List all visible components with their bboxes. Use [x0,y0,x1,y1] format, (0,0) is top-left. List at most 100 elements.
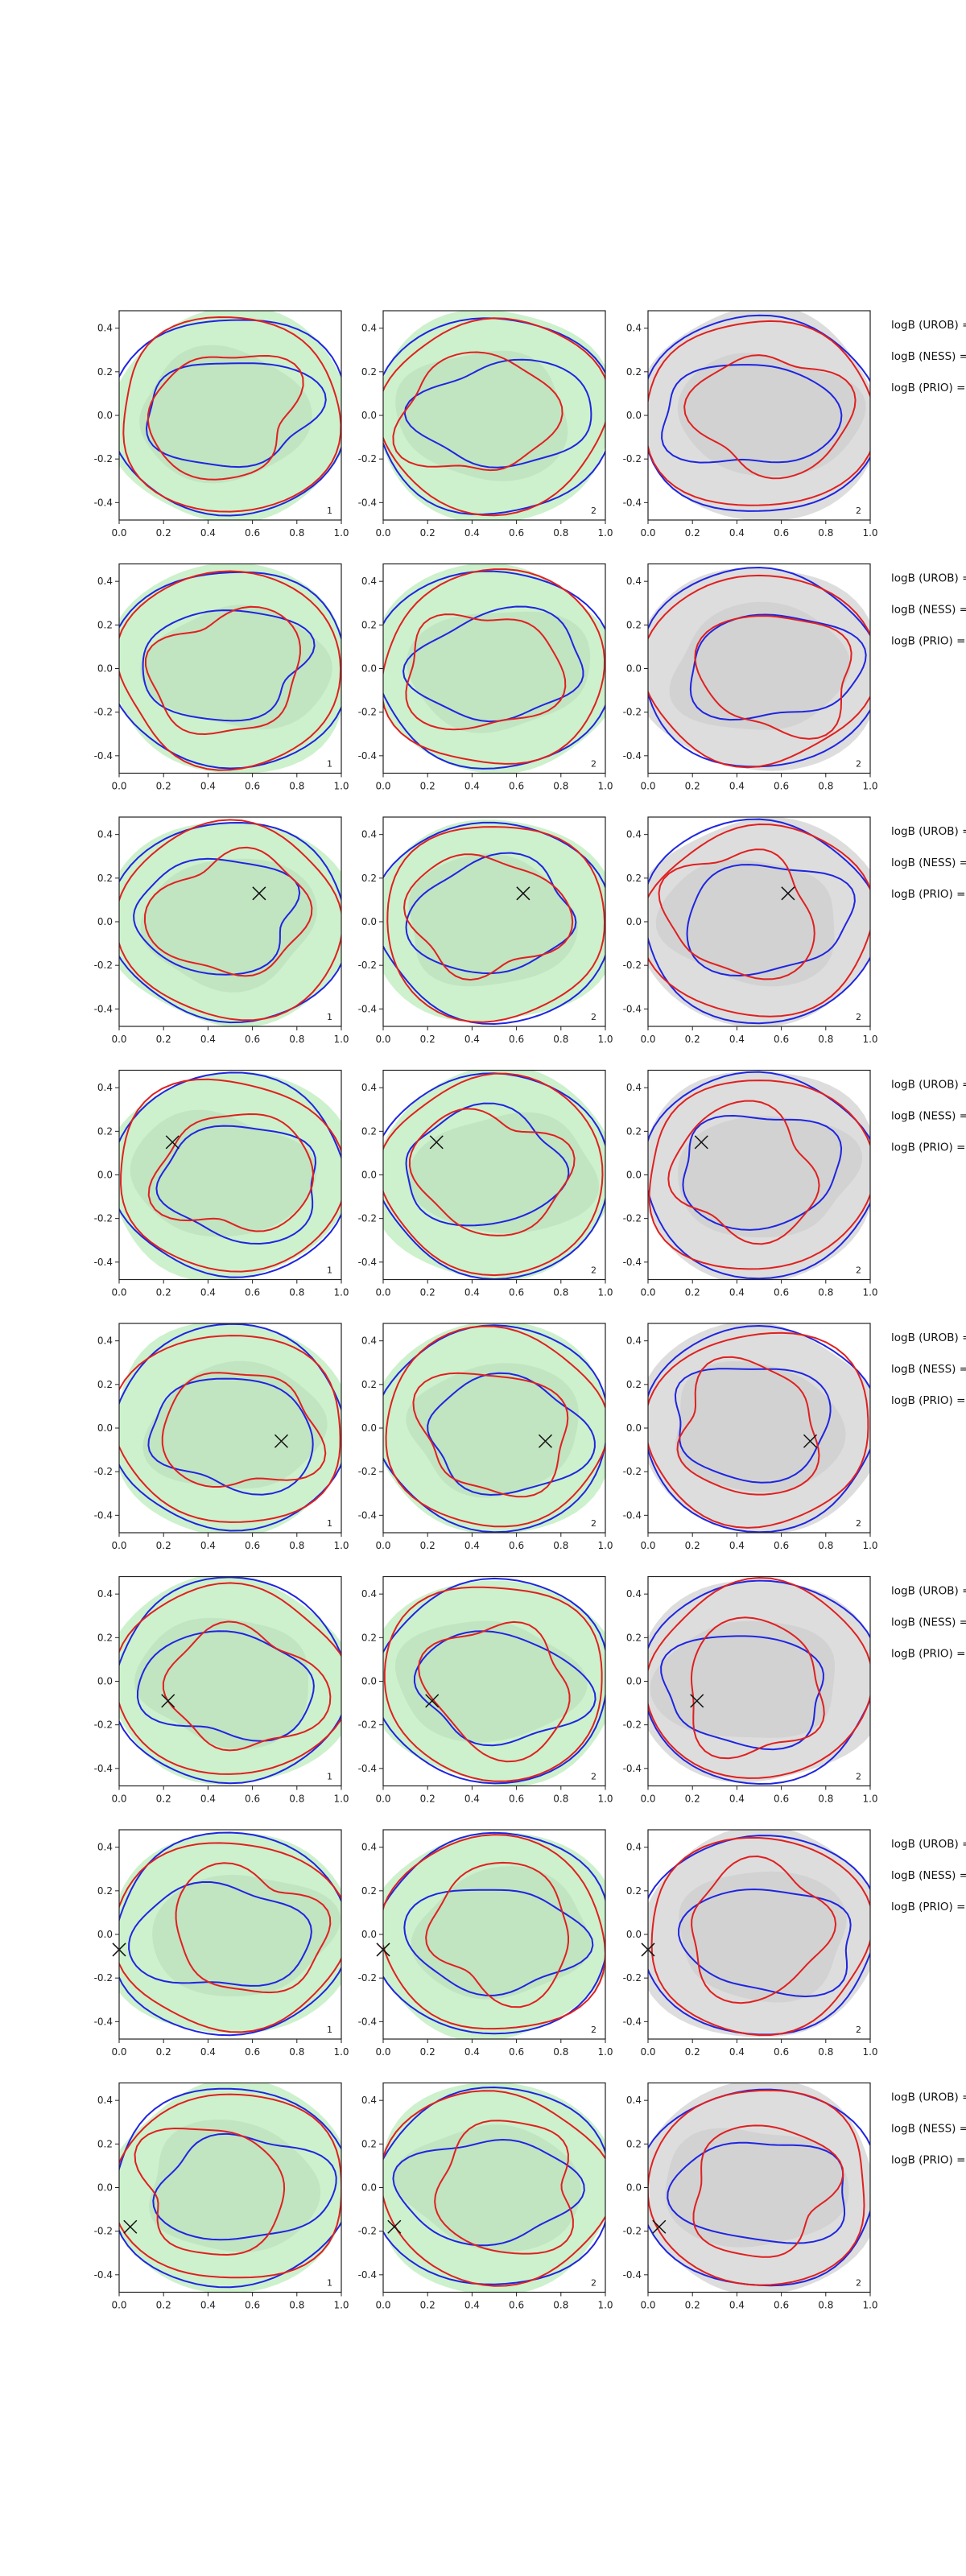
bayes-factor-label: logB (PRIO) = [891,1394,965,1407]
marker-x [274,1434,289,1448]
contour-blue-inner [689,613,867,721]
panel-plot-area [119,1071,341,1280]
panel-r1-c2: 0.0 0.2 0.4 0.6 0.8 1.0 0.4 0.2 0.0 -0.2 -0.4 2 [358,310,613,539]
bayes-factor-label: logB (PRIO) = [891,1141,965,1154]
y-tick-label: 0.0 [97,663,113,675]
y-tick-label: 0.4 [626,1842,642,1853]
y-tick-label: 0.2 [97,873,113,884]
x-tick-label: 1.0 [333,2046,349,2058]
marker-x [123,2219,138,2234]
contour-red-inner [408,1108,576,1236]
contour-red-outer [119,1078,341,1273]
y-tick-label: 0.0 [97,1170,113,1181]
y-tick-label: -0.4 [94,750,113,762]
x-tick-label: 0.8 [553,1794,568,1805]
contour-red-inner [145,605,301,736]
x-tick-label: 0.2 [420,1034,436,1045]
x-tick-label: 0.4 [729,781,745,792]
x-tick-label: 1.0 [597,2300,613,2311]
y-tick-label: 0.2 [97,1632,113,1643]
panel-id: 2 [856,1772,861,1782]
x-tick-label: 0.0 [640,527,655,539]
y-tick-label: 0.4 [626,1588,642,1600]
panel-r5-c3: 0.0 0.2 0.4 0.6 0.8 1.0 0.4 0.2 0.0 -0.2 -0.4 2 [623,1323,878,1551]
y-tick-label: 0.2 [361,2138,377,2149]
x-tick-label: 0.2 [420,2046,436,2058]
x-tick-label: 0.2 [156,1794,171,1805]
contour-red-outer [383,1072,604,1277]
y-tick-label: -0.4 [358,2016,377,2027]
panel-plot-area [119,2083,341,2293]
x-tick-label: 0.6 [509,2300,524,2311]
panel-r6-c2: 0.0 0.2 0.4 0.6 0.8 1.0 0.4 0.2 0.0 -0.2 -0.4 2 [358,1575,613,1805]
x-tick-label: 0.8 [818,1540,833,1551]
panel-id: 2 [591,1772,597,1782]
panel-id: 2 [856,1012,861,1022]
y-tick-label: 0.0 [361,410,377,421]
bayes-factor-label: logB (NESS) = [891,1110,966,1123]
marker-x [387,2219,402,2234]
density-fill-inner [679,1871,847,2003]
panel-r7-c2: 0.0 0.2 0.4 0.6 0.8 1.0 0.4 0.2 0.0 -0.2 -0.4 2 [358,1829,613,2058]
density-fill-inner [142,1360,328,1489]
contour-red-outer [648,574,870,769]
panel-id: 1 [327,2278,332,2289]
x-tick-label: 0.8 [289,1540,304,1551]
x-tick-label: 0.6 [509,1287,524,1298]
panel-plot-area [648,2083,870,2293]
x-tick-label: 0.2 [685,2300,700,2311]
x-tick-label: 0.4 [200,1540,216,1551]
x-tick-label: 0.6 [245,1794,260,1805]
x-tick-label: 0.8 [289,1034,304,1045]
x-tick-label: 0.6 [245,2046,260,2058]
y-tick-label: 0.2 [361,619,377,630]
contour-red-inner [402,853,574,981]
contour-red-outer [383,1834,605,2030]
panel-plot-area [119,1576,341,1785]
bayes-factor-label: logB (UROB) = [891,1079,966,1092]
panel-r6-c3: 0.0 0.2 0.4 0.6 0.8 1.0 0.4 0.2 0.0 -0.2 -0.4 2 [623,1575,878,1805]
panel-id: 2 [591,759,597,770]
x-tick-label: 0.0 [375,1034,390,1045]
x-tick-label: 0.0 [111,2300,126,2311]
y-tick-label: 0.0 [626,916,642,927]
x-tick-label: 0.4 [200,781,216,792]
panel-id: 2 [591,1518,597,1529]
y-tick-label: 0.0 [361,1422,377,1434]
x-tick-label: 0.4 [200,1034,216,1045]
contour-blue-outer [648,1835,870,2036]
x-tick-label: 0.8 [289,527,304,539]
x-tick-label: 1.0 [333,2300,349,2311]
y-tick-label: -0.2 [94,1466,113,1477]
y-tick-label: -0.2 [358,1466,377,1477]
contour-red-outer [648,2089,865,2286]
contour-red-outer [385,1325,605,1528]
contour-red-outer [648,1576,870,1779]
bayes-factor-label: logB (NESS) = [891,1616,966,1629]
y-tick-label: 0.0 [626,1676,642,1687]
y-tick-label: 0.2 [97,366,113,378]
x-tick-label: 0.8 [818,1034,833,1045]
contour-blue-inner [392,2138,585,2247]
contour-blue-inner [413,1630,597,1747]
y-tick-label: 0.4 [626,829,642,840]
density-fill-inner [408,853,578,987]
density-fill-inner [678,1116,862,1238]
marker-x [652,2219,667,2234]
x-tick-label: 0.6 [774,1540,789,1551]
x-tick-label: 0.8 [553,1287,568,1298]
y-tick-label: 0.0 [97,1422,113,1434]
y-tick-label: 0.2 [361,1885,377,1897]
x-tick-label: 0.4 [200,1794,216,1805]
bayes-factor-label: logB (NESS) = [891,857,966,869]
y-tick-label: 0.2 [626,366,642,378]
panel-r4-c1: 0.0 0.2 0.4 0.6 0.8 1.0 0.4 0.2 0.0 -0.2 -0.4 1 [94,1069,349,1298]
contour-blue-inner [133,857,301,976]
y-tick-label: -0.4 [358,1257,377,1268]
marker-x [161,1694,175,1708]
panel-plot-area [648,1830,870,2037]
bayes-factor-label: logB (UROB) = [891,1838,966,1851]
y-tick-label: -0.2 [623,1972,642,1984]
contour-blue-outer [383,1577,605,1785]
x-tick-label: 0.4 [464,1540,480,1551]
